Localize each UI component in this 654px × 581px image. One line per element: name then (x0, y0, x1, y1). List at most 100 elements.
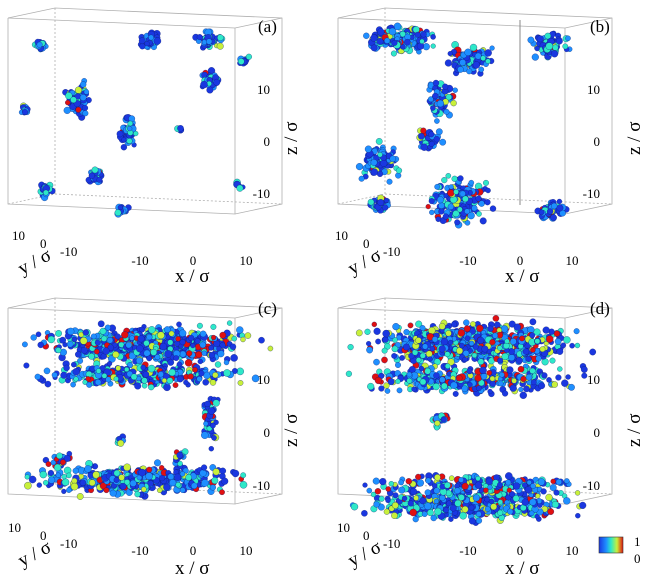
particle (512, 495, 520, 502)
particle (201, 464, 208, 471)
particle (499, 372, 505, 378)
particle (198, 370, 205, 377)
particle (439, 494, 446, 502)
particle (398, 486, 406, 494)
particle (537, 478, 546, 486)
particle (412, 26, 420, 34)
particle (190, 482, 198, 490)
particle (184, 359, 193, 367)
particle (515, 357, 523, 364)
particle (575, 513, 581, 519)
particle (428, 326, 436, 335)
particle (138, 468, 146, 477)
particle (163, 326, 171, 333)
particle (430, 34, 436, 40)
particle (236, 184, 244, 192)
particle (485, 477, 494, 486)
particle (43, 479, 49, 486)
particle (568, 383, 575, 391)
particle (545, 493, 553, 501)
particle (374, 488, 382, 495)
particle (192, 367, 198, 373)
particle (400, 44, 406, 50)
particle (35, 331, 42, 338)
particle (521, 498, 529, 506)
particle (556, 204, 564, 212)
particle (125, 341, 132, 349)
particle (535, 355, 542, 362)
particle (82, 329, 89, 336)
particle (440, 382, 448, 390)
particle (211, 435, 217, 441)
particle (476, 385, 482, 392)
particle (375, 138, 383, 145)
particle (212, 372, 219, 379)
particle (458, 477, 464, 483)
particle (118, 474, 125, 481)
particle (569, 342, 575, 349)
particle (30, 334, 37, 341)
particle (497, 345, 503, 351)
particle (75, 351, 82, 358)
particle (440, 337, 449, 346)
particle (525, 373, 533, 381)
particle (76, 493, 84, 500)
particle (159, 465, 165, 471)
x-axis-a: -10 0 10 x / σ (131, 253, 252, 287)
particle (463, 319, 470, 326)
particle (190, 343, 196, 349)
particle (367, 198, 375, 206)
particle (424, 367, 431, 375)
particle (196, 322, 203, 329)
particle (48, 476, 56, 484)
panel-d: (d) 10 0 -10 z / σ -10 0 10 x / σ 10 0 -… (337, 297, 645, 579)
particle (477, 358, 485, 365)
x-tick-label: 10 (566, 543, 579, 558)
particle (476, 211, 482, 217)
particle (99, 327, 107, 335)
particle (486, 370, 493, 376)
particle (231, 469, 240, 478)
particle (212, 468, 220, 476)
particle (500, 325, 509, 333)
particle (391, 345, 399, 353)
particle (434, 420, 441, 427)
particle (185, 474, 192, 481)
particle (554, 338, 562, 345)
particle (388, 27, 397, 36)
particle (136, 344, 144, 353)
particle (113, 376, 119, 382)
particle (531, 53, 539, 61)
particle (441, 177, 448, 184)
z-axis-c: 10 0 -10 z / σ (253, 372, 302, 493)
particle (449, 504, 457, 512)
particle (444, 481, 451, 489)
particle (447, 189, 455, 197)
particle (206, 38, 213, 45)
y-tick-label: -10 (383, 244, 400, 259)
particle (24, 481, 32, 490)
particle (188, 334, 195, 342)
particle (117, 204, 123, 210)
particle (381, 356, 388, 364)
particle (391, 512, 398, 519)
particle (549, 484, 557, 492)
particle (448, 475, 455, 481)
z-tick-label: -10 (583, 186, 600, 201)
particle (173, 355, 180, 361)
z-tick-label: 10 (587, 372, 600, 387)
particle (153, 37, 162, 45)
particle (427, 96, 434, 103)
x-tick-label: 0 (190, 253, 197, 268)
particle (142, 371, 150, 378)
particle (506, 366, 514, 374)
z-axis-label: z / σ (624, 122, 645, 155)
x-tick-label: 0 (190, 543, 197, 558)
particle (534, 338, 541, 345)
particle (239, 481, 248, 489)
z-tick-label: -10 (583, 478, 600, 493)
particle (487, 484, 493, 490)
particle (179, 339, 186, 346)
particle (457, 66, 464, 73)
particle (37, 341, 44, 349)
